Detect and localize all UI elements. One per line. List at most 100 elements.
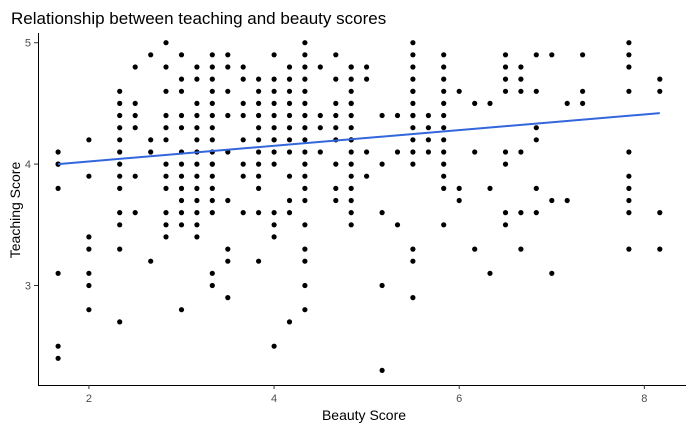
data-point: [286, 319, 293, 325]
data-point: [333, 112, 339, 119]
data-point: [225, 52, 231, 58]
data-point: [55, 149, 61, 155]
data-point: [348, 149, 354, 155]
data-point: [348, 197, 354, 204]
data-point: [626, 173, 632, 179]
y-tick-label: 3: [25, 280, 31, 292]
data-point: [271, 210, 277, 216]
data-point: [348, 64, 354, 70]
data-point: [225, 295, 231, 301]
data-point: [580, 52, 586, 58]
data-point: [271, 52, 277, 58]
data-point: [194, 222, 200, 228]
data-point: [209, 270, 215, 276]
data-point: [178, 222, 185, 228]
data-point: [302, 185, 308, 191]
data-point: [194, 234, 200, 240]
data-point: [209, 197, 215, 204]
data-point: [425, 149, 431, 155]
data-point: [441, 161, 447, 167]
data-point: [256, 185, 262, 191]
data-point: [240, 100, 246, 106]
data-point: [348, 185, 354, 191]
data-point: [178, 161, 185, 167]
y-tick-label: 5: [25, 38, 31, 50]
data-point: [302, 88, 308, 94]
data-point: [256, 125, 262, 131]
data-point: [302, 137, 308, 143]
data-point: [533, 185, 539, 191]
data-point: [410, 40, 416, 46]
data-point: [194, 210, 200, 216]
data-point: [286, 100, 293, 106]
data-point: [132, 173, 138, 179]
data-point: [256, 149, 262, 155]
trend-line: [58, 112, 660, 166]
data-point: [209, 76, 215, 82]
data-point: [117, 246, 123, 252]
data-point: [240, 76, 246, 82]
data-point: [256, 112, 262, 119]
data-point: [456, 185, 462, 191]
data-point: [163, 185, 169, 191]
data-point: [348, 173, 354, 179]
data-point: [209, 210, 215, 216]
data-point: [549, 270, 555, 276]
x-tick-label: 8: [641, 393, 647, 405]
data-point: [487, 185, 493, 191]
data-point: [533, 210, 539, 216]
data-point: [379, 367, 385, 373]
data-point: [163, 112, 169, 119]
data-point: [194, 173, 200, 179]
data-point: [518, 76, 524, 82]
data-point: [178, 76, 185, 82]
data-point: [194, 197, 200, 204]
data-point: [302, 307, 308, 313]
data-point: [271, 125, 277, 131]
data-point: [178, 173, 185, 179]
data-point: [286, 173, 293, 179]
data-point: [117, 222, 123, 228]
data-point: [333, 197, 339, 204]
data-point: [333, 76, 339, 82]
data-point: [240, 161, 246, 167]
data-point: [286, 88, 293, 94]
data-point: [425, 112, 431, 119]
data-point: [256, 258, 262, 264]
x-tick-label: 4: [271, 393, 277, 405]
data-point: [379, 112, 385, 119]
data-point: [333, 100, 339, 106]
data-point: [487, 100, 493, 106]
data-point: [225, 112, 231, 119]
data-point: [209, 282, 215, 289]
data-point: [225, 258, 231, 264]
data-point: [240, 64, 246, 70]
data-point: [302, 282, 308, 289]
data-point: [533, 137, 539, 143]
data-point: [302, 112, 308, 119]
data-point: [271, 161, 277, 167]
data-point: [302, 100, 308, 106]
data-point: [379, 282, 385, 289]
data-point: [657, 210, 663, 216]
data-point: [302, 76, 308, 82]
data-point: [333, 161, 339, 167]
data-point: [626, 40, 632, 46]
data-point: [178, 307, 185, 313]
data-point: [302, 246, 308, 252]
data-point: [117, 161, 123, 167]
data-point: [148, 137, 154, 143]
data-point: [348, 222, 354, 228]
data-point: [256, 100, 262, 106]
data-point: [472, 246, 478, 252]
data-point: [256, 161, 262, 167]
data-point: [132, 100, 138, 106]
data-point: [518, 88, 524, 94]
data-point: [518, 246, 524, 252]
data-point: [178, 185, 185, 191]
data-point: [410, 52, 416, 58]
data-point: [518, 64, 524, 70]
data-point: [441, 222, 447, 228]
data-point: [286, 197, 293, 204]
data-point: [286, 112, 293, 119]
